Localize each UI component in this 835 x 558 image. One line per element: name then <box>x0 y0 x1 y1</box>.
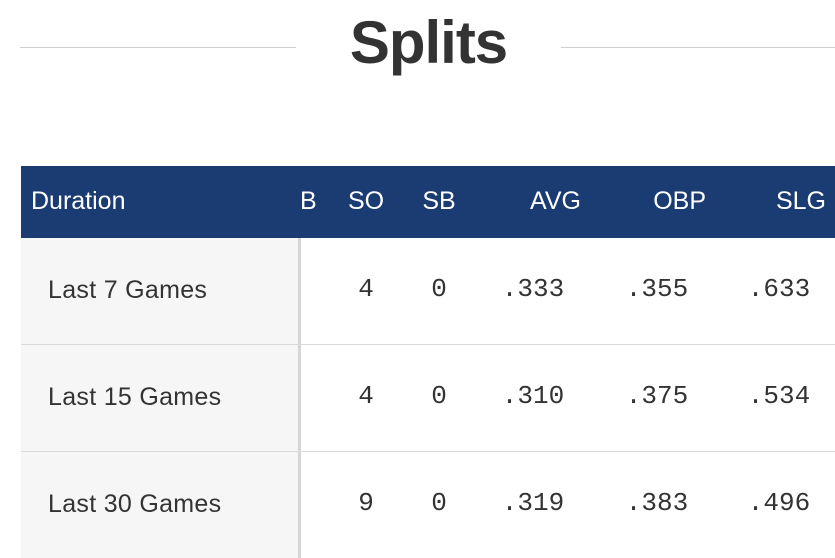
row-label-cell: Last 15 Games <box>21 345 301 451</box>
column-header-avg[interactable]: AVG <box>530 187 581 215</box>
table-row: Last 7 Games 4 0 .333 .355 .633 <box>21 238 835 345</box>
table-row: Last 15 Games 4 0 .310 .375 .534 <box>21 345 835 452</box>
column-header-sb[interactable]: SB <box>422 187 456 215</box>
column-header-so[interactable]: SO <box>347 187 385 215</box>
cell-so: 4 <box>358 381 374 411</box>
title-divider-right <box>561 47 835 48</box>
title-divider-left <box>20 47 296 48</box>
cell-slg: .534 <box>747 381 811 411</box>
table-header: Duration B SO SB AVG OBP SLG <box>21 166 835 238</box>
cell-avg: .310 <box>501 381 565 411</box>
column-header-slg[interactable]: SLG <box>775 187 826 215</box>
row-duration-label: Last 15 Games <box>48 383 222 411</box>
cell-slg: .633 <box>747 274 811 304</box>
section-title-bar: Splits <box>0 0 835 100</box>
cell-avg: .333 <box>501 274 565 304</box>
column-header-obp[interactable]: OBP <box>653 187 706 215</box>
cell-obp: .383 <box>625 488 689 518</box>
cell-avg: .319 <box>501 488 565 518</box>
column-header-duration[interactable]: Duration <box>31 187 126 215</box>
cell-sb: 0 <box>431 488 447 518</box>
row-duration-label: Last 30 Games <box>48 490 222 518</box>
cell-obp: .375 <box>625 381 689 411</box>
row-label-cell: Last 30 Games <box>21 452 301 558</box>
cell-sb: 0 <box>431 381 447 411</box>
cell-slg: .496 <box>747 488 811 518</box>
table-row: Last 30 Games 9 0 .319 .383 .496 <box>21 452 835 558</box>
cell-so: 9 <box>358 488 374 518</box>
page-title: Splits <box>349 9 508 76</box>
splits-table[interactable]: Duration B SO SB AVG OBP SLG Last 7 Game… <box>21 166 835 558</box>
cell-sb: 0 <box>431 274 447 304</box>
row-duration-label: Last 7 Games <box>48 276 208 304</box>
cell-so: 4 <box>358 274 374 304</box>
row-label-cell: Last 7 Games <box>21 238 301 344</box>
cell-obp: .355 <box>625 274 689 304</box>
column-header-truncated[interactable]: B <box>300 187 317 215</box>
